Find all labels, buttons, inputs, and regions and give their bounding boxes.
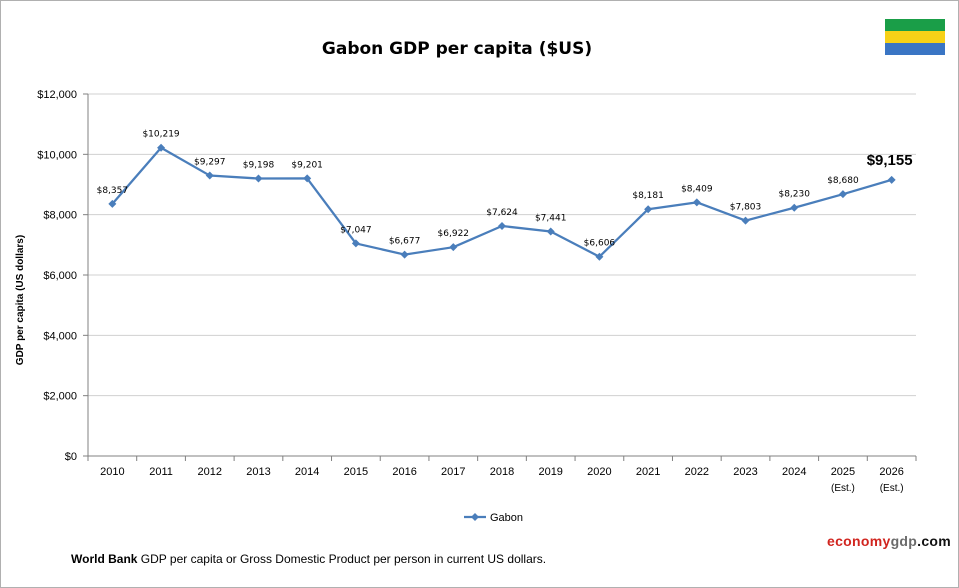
x-tick-label: 2023 <box>733 466 757 478</box>
x-tick-label: 2024 <box>782 466 806 478</box>
data-label: $10,219 <box>142 130 179 140</box>
brand-part-com: .com <box>917 533 952 549</box>
x-tick-label: 2025 <box>831 466 855 478</box>
y-tick-label: $12,000 <box>37 89 77 101</box>
data-label: $7,441 <box>535 214 567 224</box>
data-label: $8,357 <box>97 186 129 196</box>
data-point-marker <box>595 252 604 261</box>
data-point-marker <box>692 198 701 207</box>
data-label-highlight: $9,155 <box>867 152 913 169</box>
data-label: $7,624 <box>486 208 518 218</box>
data-point-marker <box>157 143 166 152</box>
x-tick-label: 2026 <box>879 466 903 478</box>
x-tick-label: 2016 <box>392 466 416 478</box>
data-point-marker <box>108 199 117 208</box>
footer-description: GDP per capita or Gross Domestic Product… <box>140 552 547 566</box>
data-point-marker <box>351 239 360 248</box>
x-tick-label: 2017 <box>441 466 465 478</box>
flag-stripe-blue <box>885 43 945 55</box>
y-tick-label: $0 <box>65 451 77 463</box>
data-point-marker <box>449 243 458 252</box>
y-axis-title: GDP per capita (US dollars) <box>15 235 26 365</box>
y-tick-label: $10,000 <box>37 149 77 161</box>
data-label: $8,230 <box>778 190 810 200</box>
x-tick-label: 2011 <box>149 466 173 478</box>
x-tick-label: 2022 <box>685 466 709 478</box>
data-point-marker <box>741 216 750 225</box>
data-point-marker <box>400 250 409 259</box>
footer-note: World Bank GDP per capita or Gross Domes… <box>71 552 546 566</box>
data-point-marker <box>644 205 653 214</box>
data-point-marker <box>546 227 555 236</box>
data-label: $7,047 <box>340 225 372 235</box>
y-tick-label: $4,000 <box>43 330 77 342</box>
x-tick-label: 2010 <box>100 466 124 478</box>
data-point-marker <box>498 222 506 231</box>
data-label: $8,409 <box>681 184 713 194</box>
data-point-marker <box>838 190 847 199</box>
x-tick-label: 2021 <box>636 466 660 478</box>
x-tick-label: 2013 <box>246 466 270 478</box>
data-point-marker <box>254 174 263 183</box>
data-point-marker <box>887 175 896 184</box>
data-label: $6,922 <box>438 229 470 239</box>
brand-part-economy: economy <box>827 533 891 549</box>
x-tick-label: 2012 <box>198 466 222 478</box>
x-tick-label: 2015 <box>344 466 368 478</box>
flag-stripe-green <box>885 19 945 31</box>
footer-source: World Bank <box>71 552 138 566</box>
brand-part-gdp: gdp <box>890 533 918 549</box>
data-point-marker <box>303 174 312 183</box>
y-tick-label: $2,000 <box>43 391 77 403</box>
data-label: $9,297 <box>194 158 226 168</box>
y-tick-label: $6,000 <box>43 270 77 282</box>
x-tick-label: 2018 <box>490 466 514 478</box>
data-label: $9,198 <box>243 161 275 171</box>
gabon-flag-icon <box>885 19 945 55</box>
brand-logo[interactable]: economygdp.com <box>827 533 951 549</box>
data-point-marker <box>790 203 799 212</box>
series-line-gabon <box>111 146 892 258</box>
x-tick-sublabel: (Est.) <box>831 483 855 494</box>
legend-label-gabon: Gabon <box>490 512 523 524</box>
chart-title: Gabon GDP per capita ($US) <box>321 39 593 59</box>
y-tick-label: $8,000 <box>43 210 77 222</box>
data-label: $9,201 <box>291 160 323 170</box>
data-label: $7,803 <box>730 203 762 213</box>
legend-marker-gabon <box>471 513 479 521</box>
x-tick-label: 2020 <box>587 466 611 478</box>
data-label: $8,181 <box>632 191 664 201</box>
x-tick-label: 2019 <box>538 466 562 478</box>
data-point-marker <box>205 171 214 180</box>
data-label: $6,606 <box>584 239 616 249</box>
x-tick-sublabel: (Est.) <box>880 483 904 494</box>
x-tick-label: 2014 <box>295 466 319 478</box>
data-label: $6,677 <box>389 237 421 247</box>
data-label: $8,680 <box>827 176 859 186</box>
flag-stripe-yellow <box>885 31 945 43</box>
